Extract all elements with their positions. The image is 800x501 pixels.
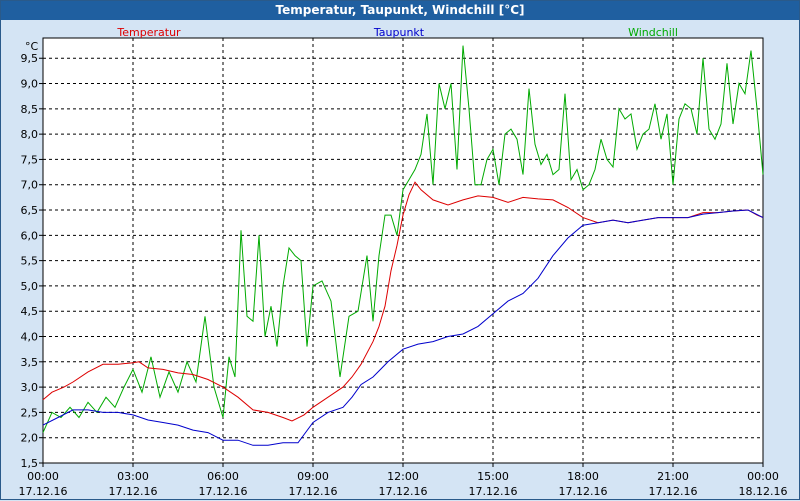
x-tick-time-label: 00:00 — [27, 470, 59, 483]
x-tick-date-label: 18.12.16 — [739, 485, 788, 498]
x-tick-time-label: 18:00 — [567, 470, 599, 483]
series-line-windchill — [42, 45, 764, 433]
y-tick-label: 9,5 — [21, 52, 39, 65]
y-tick-label: 4,0 — [21, 331, 39, 344]
x-tick-time-label: 06:00 — [207, 470, 239, 483]
x-tick-date-label: 17.12.16 — [199, 485, 248, 498]
x-tick-date-label: 17.12.16 — [559, 485, 608, 498]
window-title: Temperatur, Taupunkt, Windchill [°C] — [1, 1, 799, 20]
y-tick-label: 3,5 — [21, 356, 39, 369]
y-tick-label: 8,5 — [21, 103, 39, 116]
x-tick-date-label: 17.12.16 — [469, 485, 518, 498]
y-unit-label: °C — [25, 40, 39, 53]
legend-entry-windchill: Windchill — [628, 26, 678, 39]
y-tick-label: 9,0 — [21, 78, 39, 91]
x-tick-date-label: 17.12.16 — [109, 485, 158, 498]
y-tick-label: 6,0 — [21, 229, 39, 242]
y-tick-label: 3,0 — [21, 381, 39, 394]
x-tick-time-label: 03:00 — [117, 470, 149, 483]
x-tick-time-label: 15:00 — [477, 470, 509, 483]
x-tick-time-label: 12:00 — [387, 470, 419, 483]
x-tick-time-label: 00:00 — [747, 470, 779, 483]
legend-entry-taupunkt: Taupunkt — [373, 26, 425, 39]
y-tick-label: 2,5 — [21, 406, 39, 419]
y-tick-label: 2,0 — [21, 432, 39, 445]
legend-entry-temperatur: Temperatur — [116, 26, 181, 39]
y-tick-label: 4,5 — [21, 305, 39, 318]
x-tick-date-label: 17.12.16 — [649, 485, 698, 498]
series-line-taupunkt — [42, 209, 764, 446]
y-tick-label: 1,5 — [21, 457, 39, 470]
x-tick-time-label: 09:00 — [297, 470, 329, 483]
y-tick-label: 7,0 — [21, 179, 39, 192]
y-tick-label: 6,5 — [21, 204, 39, 217]
x-tick-date-label: 17.12.16 — [289, 485, 338, 498]
x-tick-date-label: 17.12.16 — [379, 485, 428, 498]
x-tick-time-label: 21:00 — [657, 470, 689, 483]
x-tick-date-label: 17.12.16 — [19, 485, 68, 498]
y-tick-label: 5,5 — [21, 255, 39, 268]
y-tick-label: 8,0 — [21, 128, 39, 141]
y-tick-label: 7,5 — [21, 153, 39, 166]
y-tick-label: 5,0 — [21, 280, 39, 293]
